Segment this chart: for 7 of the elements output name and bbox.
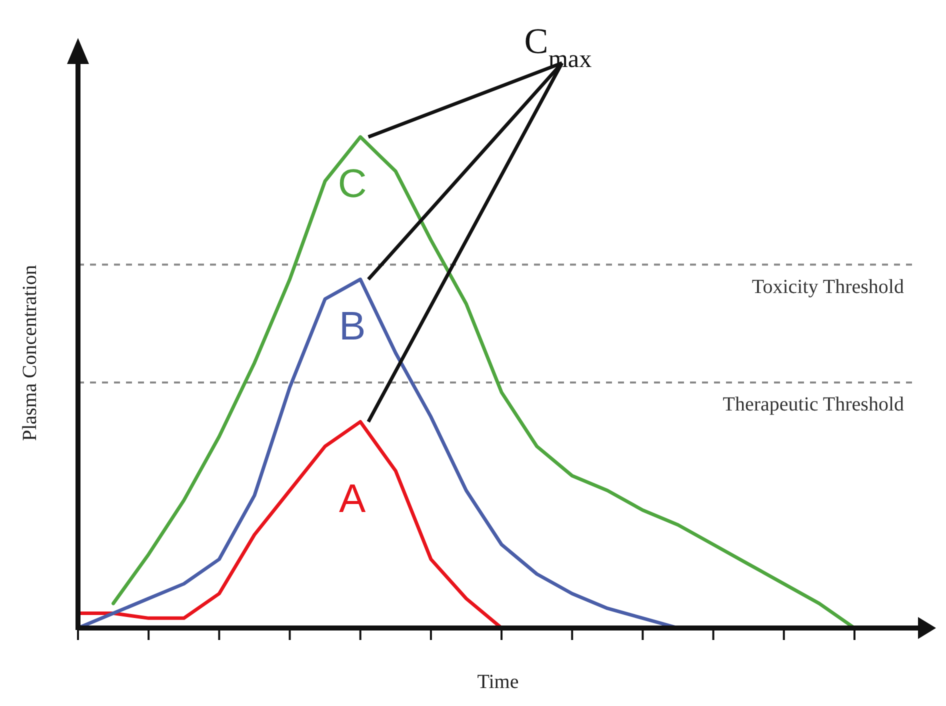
series-label: B [339,304,366,348]
ref-line-label: Therapeutic Threshold [722,394,904,416]
y-axis-title: Plasma Concentration [19,264,41,442]
series-label: C [338,162,367,206]
x-axis-title: Time [477,671,519,693]
series-label: A [339,476,366,521]
ref-line-label: Toxicity Threshold [752,276,904,298]
